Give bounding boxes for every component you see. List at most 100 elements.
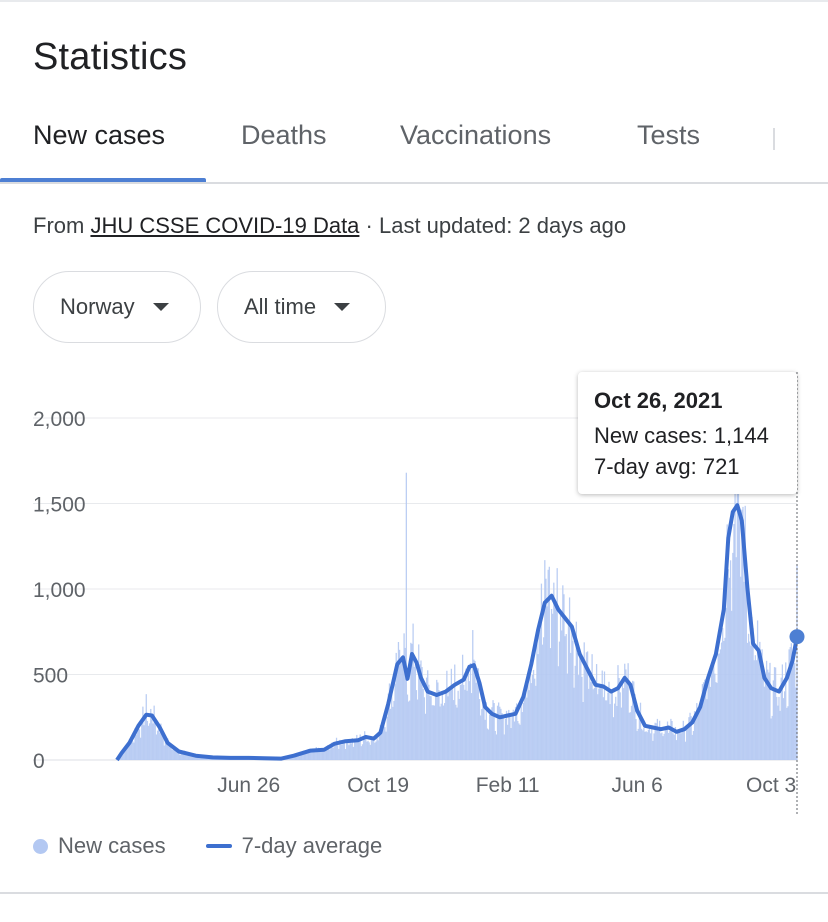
daily-case-bar bbox=[125, 749, 127, 760]
daily-case-bar bbox=[499, 706, 501, 760]
daily-case-bar bbox=[535, 685, 537, 760]
daily-case-bar bbox=[163, 745, 165, 760]
daily-case-bar bbox=[146, 720, 149, 760]
daily-case-bar bbox=[438, 690, 440, 760]
daily-case-bar bbox=[484, 719, 486, 760]
daily-case-bar bbox=[547, 569, 549, 760]
daily-case-bar bbox=[171, 749, 173, 760]
daily-case-bar bbox=[724, 637, 726, 760]
y-tick-label: 0 bbox=[33, 750, 45, 773]
daily-case-bar bbox=[339, 739, 341, 760]
daily-case-bar bbox=[718, 653, 720, 760]
daily-case-bar bbox=[194, 755, 196, 760]
daily-case-bar bbox=[574, 665, 576, 760]
daily-case-bar bbox=[787, 706, 789, 760]
daily-case-bar bbox=[675, 740, 678, 760]
daily-case-bar bbox=[779, 710, 781, 760]
tab-deaths[interactable]: Deaths bbox=[241, 120, 327, 150]
daily-case-bar bbox=[671, 721, 673, 760]
daily-case-bar bbox=[595, 664, 598, 760]
daily-case-bar bbox=[170, 743, 172, 760]
daily-case-bar bbox=[664, 730, 666, 760]
daily-case-bar bbox=[337, 745, 339, 760]
daily-case-bar bbox=[552, 613, 554, 760]
daily-case-bar bbox=[140, 737, 142, 760]
daily-case-bar bbox=[401, 659, 403, 760]
daily-case-bar bbox=[674, 726, 677, 760]
source-link[interactable]: JHU CSSE COVID-19 Data bbox=[90, 213, 360, 238]
time-range-value: All time bbox=[244, 294, 317, 319]
daily-case-bar bbox=[164, 738, 167, 760]
daily-case-bar bbox=[564, 636, 566, 760]
y-tick-label: 1,000 bbox=[33, 579, 86, 602]
daily-case-bar bbox=[419, 664, 421, 760]
daily-case-bar bbox=[650, 733, 652, 760]
y-tick-label: 1,500 bbox=[33, 494, 86, 517]
tab-new-cases[interactable]: New cases bbox=[33, 120, 166, 150]
daily-case-bar bbox=[370, 738, 373, 760]
daily-case-bar bbox=[357, 738, 359, 760]
daily-case-bar bbox=[539, 629, 541, 760]
stat-tabs: New cases Deaths Vaccinations Tests bbox=[0, 110, 828, 184]
daily-case-bar bbox=[162, 735, 164, 760]
daily-case-bar bbox=[436, 679, 438, 760]
daily-case-bar bbox=[429, 695, 431, 760]
daily-case-bar bbox=[384, 727, 386, 760]
daily-case-bar bbox=[577, 675, 580, 760]
daily-case-bar bbox=[150, 708, 152, 760]
daily-case-bar bbox=[714, 673, 716, 760]
daily-case-bar bbox=[734, 472, 736, 760]
daily-case-bar bbox=[161, 733, 163, 760]
daily-case-bar bbox=[473, 659, 475, 760]
daily-case-bar bbox=[619, 692, 621, 760]
daily-case-bar bbox=[368, 742, 370, 760]
daily-case-bar bbox=[659, 720, 661, 760]
daily-case-bar bbox=[311, 748, 313, 760]
daily-case-bar bbox=[636, 731, 638, 760]
daily-case-bar bbox=[608, 681, 610, 760]
daily-case-bar bbox=[382, 724, 384, 760]
daily-case-bar bbox=[723, 640, 725, 760]
daily-case-bar bbox=[190, 754, 192, 760]
tab-vaccinations[interactable]: Vaccinations bbox=[400, 120, 552, 150]
daily-case-bar bbox=[323, 748, 325, 760]
daily-case-bar bbox=[711, 663, 714, 760]
daily-case-bar bbox=[635, 719, 637, 760]
daily-case-bar bbox=[639, 702, 642, 760]
chart-tooltip: Oct 26, 2021 New cases: 1,144 7-day avg:… bbox=[578, 372, 797, 494]
daily-case-bar bbox=[129, 738, 132, 760]
daily-case-bar bbox=[568, 597, 571, 760]
daily-case-bar bbox=[683, 729, 686, 760]
daily-case-bar bbox=[328, 746, 330, 760]
daily-case-bar bbox=[622, 688, 625, 760]
country-dropdown[interactable]: Norway bbox=[33, 271, 201, 343]
daily-case-bar bbox=[731, 610, 733, 760]
daily-case-bar bbox=[154, 720, 156, 760]
new-cases-chart[interactable]: 0 500 1,000 1,500 2,000 Jun 26 Oct 19 Feb 11 Jun… bbox=[0, 360, 828, 820]
daily-case-bar bbox=[771, 715, 773, 760]
daily-case-bar bbox=[474, 660, 476, 760]
daily-case-bar bbox=[468, 681, 471, 760]
daily-case-bar bbox=[127, 745, 129, 760]
daily-case-bar bbox=[393, 701, 395, 760]
tab-tests[interactable]: Tests bbox=[637, 120, 701, 150]
daily-case-bar bbox=[452, 700, 455, 760]
tooltip-new-cases: New cases: 1,144 bbox=[594, 423, 769, 448]
daily-case-bar bbox=[353, 742, 356, 760]
daily-case-bar bbox=[593, 687, 595, 760]
daily-case-bar bbox=[692, 731, 695, 760]
daily-case-bar bbox=[330, 746, 332, 760]
daily-case-bar bbox=[532, 669, 535, 760]
daily-case-bar bbox=[173, 746, 176, 760]
time-range-dropdown[interactable]: All time bbox=[217, 271, 386, 343]
daily-case-bar bbox=[598, 688, 600, 760]
daily-case-bar bbox=[591, 654, 593, 760]
daily-case-bar bbox=[559, 612, 562, 760]
daily-case-bar bbox=[681, 731, 683, 760]
daily-case-bar bbox=[651, 725, 653, 760]
daily-case-bar bbox=[422, 689, 424, 760]
daily-case-bar bbox=[168, 743, 170, 760]
y-tick-label: 500 bbox=[33, 665, 68, 688]
daily-case-bar bbox=[765, 660, 768, 760]
daily-case-bar bbox=[770, 718, 772, 760]
